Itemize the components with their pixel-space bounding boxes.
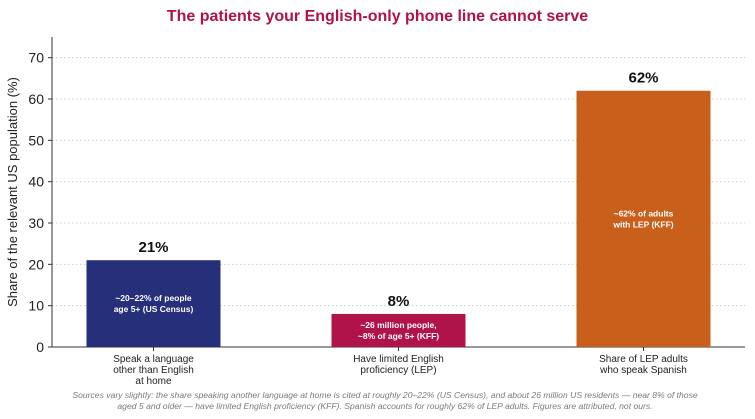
bar-annotation-3-line-1: ~62% of adults [614,208,674,218]
bar-annotation-1-line-1: ~20–22% of people [115,293,192,303]
bar-annotation-2-line-2: ~8% of age 5+ (KFF) [358,331,439,341]
y-tick-label-40: 40 [28,174,44,190]
footnote-line-1: Sources vary slightly: the share speakin… [72,390,698,400]
bar-annotation-1-line-2: age 5+ (US Census) [114,304,194,314]
category-label-1-line-3: at home [135,376,172,387]
value-label-1: 21% [138,239,168,256]
y-tick-label-60: 60 [28,91,44,107]
y-tick-label-50: 50 [28,132,44,148]
y-axis-label: Share of the relevant US population (%) [5,77,20,307]
bar-1 [86,260,221,347]
y-tick-label-0: 0 [36,339,44,355]
bar-annotation-2-line-1: ~26 million people, [360,320,436,330]
category-label-3-line-2: who speak Spanish [599,365,687,376]
source-footnote: Sources vary slightly: the share speakin… [40,390,730,412]
category-label-1-line-2: other than English [113,365,194,376]
y-tick-label-70: 70 [28,50,44,66]
bar-3 [576,90,711,347]
category-label-2-line-1: Have limited English [353,354,444,365]
category-label-3-line-1: Share of LEP adults [599,354,688,365]
y-tick-label-30: 30 [28,215,44,231]
chart-title: The patients your English-only phone lin… [166,8,589,25]
footnote-line-2: aged 5 and older — have limited English … [117,401,653,411]
category-label-1-line-1: Speak a language [113,354,194,365]
value-label-3: 62% [628,70,658,87]
bar-annotation-3-line-2: with LEP (KFF) [612,219,673,229]
value-label-2: 8% [388,293,410,310]
bar-2 [331,313,466,347]
y-tick-label-10: 10 [28,298,44,314]
category-label-2-line-2: proficiency (LEP) [360,365,436,376]
y-tick-label-20: 20 [28,256,44,272]
